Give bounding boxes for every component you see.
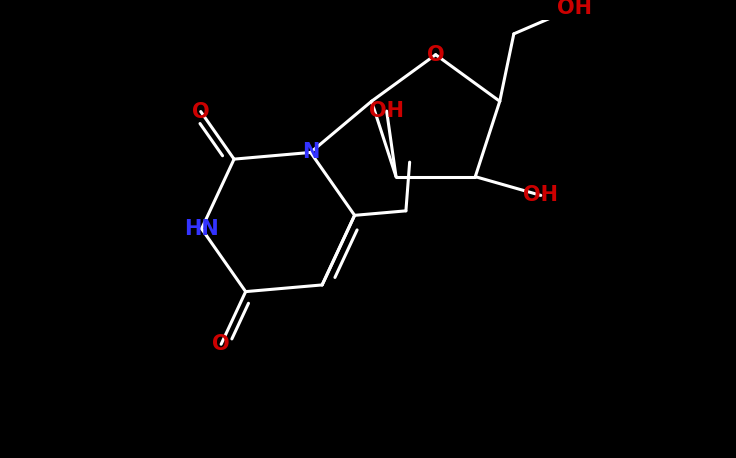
Text: O: O [427, 45, 445, 65]
Text: OH: OH [369, 101, 404, 121]
Text: OH: OH [557, 0, 592, 17]
Text: O: O [212, 334, 230, 354]
Text: OH: OH [523, 185, 559, 205]
Text: N: N [302, 142, 319, 163]
Text: O: O [192, 102, 210, 121]
Text: HN: HN [184, 219, 219, 239]
